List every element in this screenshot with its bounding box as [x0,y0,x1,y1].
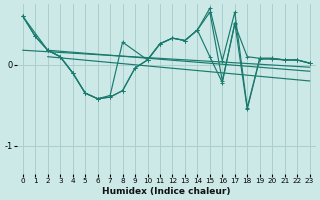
X-axis label: Humidex (Indice chaleur): Humidex (Indice chaleur) [102,187,230,196]
